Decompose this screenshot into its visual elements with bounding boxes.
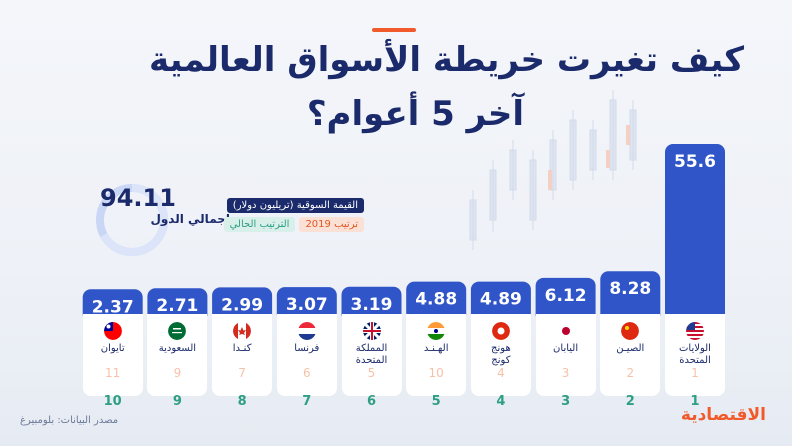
rank-2019: 10 <box>428 366 444 380</box>
bar-value-label: 4.88 <box>415 290 457 310</box>
rank-2019: 4 <box>497 366 505 380</box>
taiwan-flag-icon <box>103 322 122 340</box>
country-card-body: 5 المملكة المتحدة <box>342 322 402 396</box>
country-name: السعودية <box>158 343 197 354</box>
bar-value-label: 4.89 <box>480 290 522 310</box>
bar-value-label: 2.71 <box>156 296 198 316</box>
rank-current: 10 <box>103 394 122 409</box>
country-name: الصيـن <box>616 343 645 354</box>
country-card: 4 هونج كونج <box>470 314 531 396</box>
rank-current: 2 <box>625 394 635 409</box>
rank-2019: 2 <box>626 366 635 380</box>
bar-value-label: 2.99 <box>221 295 263 315</box>
country-name: الولايات المتحدة <box>679 343 711 366</box>
rank-current: 4 <box>496 394 506 409</box>
japan-flag-icon <box>556 322 575 340</box>
rank-2019: 11 <box>105 366 121 380</box>
country-card-body: 7 كنـدا <box>212 322 272 396</box>
country-name: كنـدا <box>232 343 252 354</box>
title-accent-line <box>372 28 416 32</box>
bar-2 <box>600 271 661 322</box>
us-flag-icon <box>686 322 704 340</box>
page-title: كيف تغيرت خريطة الأسواق العالمية <box>148 40 744 80</box>
rank-2019: 9 <box>173 366 182 380</box>
rank-2019: 3 <box>561 366 570 380</box>
france-flag-icon <box>297 322 316 340</box>
country-name: اليابان <box>553 343 579 354</box>
country-card: 2 الصيـن <box>600 314 661 396</box>
country-card-body: 4 هونج كونج <box>471 322 531 396</box>
country-name: هونج كونج <box>491 343 511 366</box>
bar-9 <box>147 288 208 322</box>
data-source: مصدر البيانات: بلومبيرغ <box>20 415 119 426</box>
uk-flag-icon <box>362 322 381 340</box>
total-value: 94.11 <box>100 184 176 212</box>
country-card: 9 السعودية <box>147 314 208 396</box>
country-card: 3 اليابان <box>535 314 596 396</box>
bar-value-label: 2.37 <box>92 297 134 317</box>
bar-1 <box>665 144 725 322</box>
rank-2019: 7 <box>238 366 246 380</box>
legend-rank-2019: ترتيب 2019 <box>299 217 364 232</box>
bar-value-label: 55.6 <box>674 152 716 172</box>
rank-current: 8 <box>237 394 247 409</box>
country-card-body: 9 السعودية <box>147 322 207 396</box>
country-name: تايوان <box>100 343 125 354</box>
country-card: 1 الولايات المتحدة <box>665 314 725 396</box>
canada-flag-icon <box>233 322 252 340</box>
rank-current: 5 <box>431 394 441 409</box>
bar-value-label: 8.28 <box>609 279 651 299</box>
bar-value-label: 6.12 <box>545 286 587 306</box>
china-flag-icon <box>621 322 640 340</box>
country-card: 6 فرنسا <box>276 314 337 396</box>
india-flag-icon <box>427 322 446 340</box>
rank-2019: 5 <box>367 366 376 380</box>
bar-4 <box>470 281 531 322</box>
rank-current: 6 <box>366 394 377 409</box>
saudi-flag-icon <box>168 322 187 340</box>
total-block: 94.11 إجمالي الدول <box>86 180 236 260</box>
legend: القيمة السوقية (تريليون دولار) ترتيب 201… <box>204 198 364 236</box>
country-name: الهـنـد <box>423 343 449 354</box>
bar-value-label: 3.07 <box>286 295 328 315</box>
country-card-body: 6 فرنسا <box>277 322 337 396</box>
rank-current: 1 <box>690 394 700 409</box>
bar-3 <box>535 277 596 322</box>
total-ring <box>96 183 169 256</box>
total-label: إجمالي الدول <box>150 212 230 226</box>
country-card-body: 2 الصيـن <box>600 322 660 396</box>
country-card-body: 1 الولايات المتحدة <box>665 322 725 396</box>
country-card-body: 11 تايوان <box>83 322 143 396</box>
bar-6 <box>341 286 402 322</box>
country-card-body: 10 الهـنـد <box>406 322 466 396</box>
rank-2019: 1 <box>691 366 699 380</box>
country-card: 5 المملكة المتحدة <box>341 314 402 396</box>
bar-10 <box>82 289 143 322</box>
rank-current: 7 <box>302 394 312 409</box>
country-card: 10 الهـنـد <box>406 314 467 396</box>
brand-logo: الاقتصادية <box>680 405 766 425</box>
bar-7 <box>276 287 337 322</box>
hongkong-flag-icon <box>491 322 510 340</box>
legend-rank-current: الترتيب الحالي <box>223 217 296 232</box>
page-subtitle: آخر 5 أعوام؟ <box>306 94 524 134</box>
country-card: 7 كنـدا <box>212 314 273 396</box>
rank-current: 3 <box>561 394 571 409</box>
bar-value-label: 3.19 <box>351 295 393 315</box>
bar-8 <box>212 287 273 322</box>
country-card: 11 تايوان <box>82 314 143 396</box>
country-name: المملكة المتحدة <box>355 343 388 366</box>
bar-5 <box>406 281 467 322</box>
country-card-body: 3 اليابان <box>536 322 596 396</box>
legend-value: القيمة السوقية (تريليون دولار) <box>226 198 364 213</box>
rank-2019: 6 <box>302 366 311 380</box>
country-name: فرنسا <box>294 343 320 354</box>
rank-current: 9 <box>172 394 182 409</box>
